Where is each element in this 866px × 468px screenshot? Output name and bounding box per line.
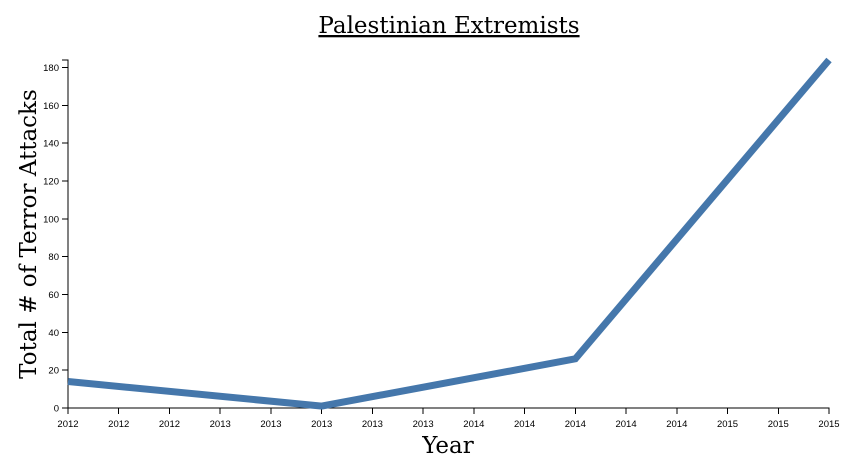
x-tick-label: 2015	[818, 419, 839, 430]
y-axis-line	[62, 59, 69, 409]
x-tick-label: 2013	[260, 419, 281, 430]
x-tick-label: 2013	[210, 419, 231, 430]
x-axis-line	[67, 407, 830, 414]
y-tick-label: 60	[48, 290, 59, 301]
x-tick-label: 2012	[159, 419, 180, 430]
y-tick-label: 160	[43, 101, 59, 112]
x-tick-label: 2013	[362, 419, 383, 430]
x-tick-label: 2012	[57, 419, 78, 430]
x-tick-label: 2015	[717, 419, 738, 430]
x-tick-label: 2014	[463, 419, 484, 430]
x-tick-label: 2013	[311, 419, 332, 430]
y-tick-label: 80	[48, 252, 59, 263]
y-tick-label: 40	[48, 328, 59, 339]
x-tick-label: 2014	[514, 419, 535, 430]
series-layer	[67, 57, 832, 410]
x-tick-label: 2014	[565, 419, 586, 430]
y-axis-label: Total # of Terror Attacks	[16, 89, 42, 379]
y-axis: 0 20 40 60 80 100 120 140 160 180	[43, 59, 69, 415]
y-tick-label: 0	[54, 404, 59, 415]
x-tick-label: 2013	[413, 419, 434, 430]
y-tick-label: 100	[43, 214, 59, 225]
y-tick-label: 20	[48, 366, 59, 377]
series-line	[67, 57, 832, 410]
chart-title: Palestinian Extremists	[318, 13, 579, 39]
x-axis: 2012 2012 2012 2013 2013 2013 2013 2013 2014 2014…	[57, 407, 840, 430]
x-tick-label: 2014	[615, 419, 636, 430]
x-tick-label: 2015	[768, 419, 789, 430]
x-axis-label: Year	[421, 433, 474, 459]
x-tick-label: 2014	[666, 419, 687, 430]
y-tick-label: 120	[43, 177, 59, 188]
x-tick-label: 2012	[108, 419, 129, 430]
y-tick-label: 180	[43, 63, 59, 74]
y-tick-label: 140	[43, 139, 59, 150]
